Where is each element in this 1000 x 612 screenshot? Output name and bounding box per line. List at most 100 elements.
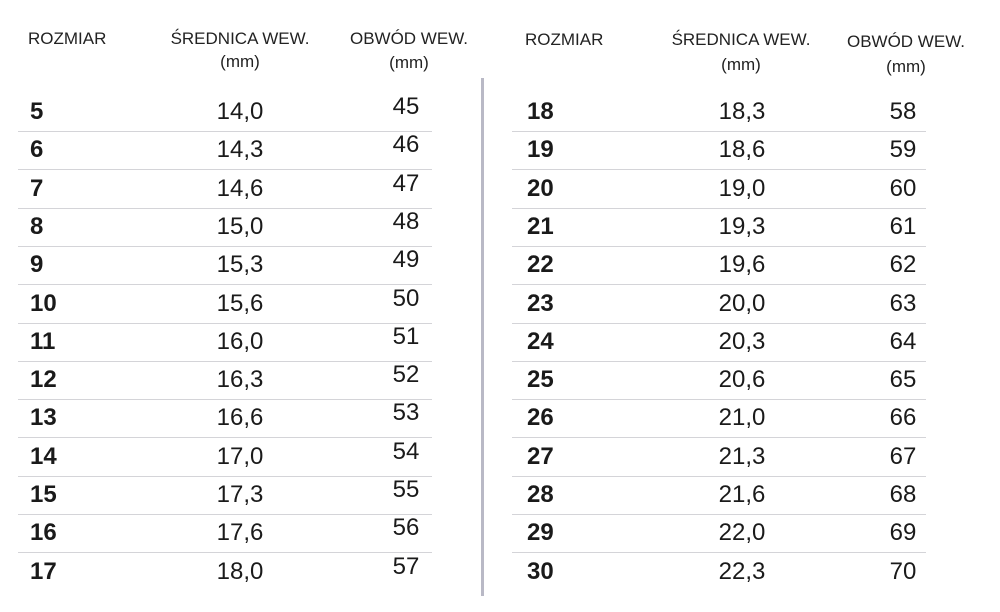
table-row: 27 21,3 67	[512, 438, 926, 477]
cell-diameter: 21,3	[718, 442, 766, 470]
cell-diameter: 14,6	[216, 174, 264, 202]
cell-size: 15	[30, 481, 57, 508]
cell-diameter: 19,0	[718, 174, 766, 202]
cell-circumference: 67	[889, 442, 917, 470]
cell-diameter: 19,3	[718, 212, 766, 240]
cell-circumference: 70	[889, 557, 917, 585]
cell-diameter: 22,0	[718, 519, 766, 547]
header-circumference-unit: (mm)	[886, 57, 926, 76]
cell-size: 29	[527, 519, 554, 547]
cell-diameter: 16,3	[216, 366, 264, 394]
cell-size: 23	[527, 289, 554, 317]
cell-circumference: 65	[889, 366, 917, 394]
cell-circumference: 50	[392, 284, 420, 312]
cell-size: 21	[527, 212, 554, 240]
cell-circumference: 69	[889, 519, 917, 547]
table-row: 28 21,6 68	[512, 476, 926, 515]
cell-size: 18	[527, 98, 554, 125]
cell-circumference: 45	[392, 93, 420, 120]
cell-circumference: 51	[392, 322, 420, 350]
cell-diameter: 21,6	[718, 481, 766, 508]
cell-size: 19	[527, 136, 554, 164]
cell-diameter: 18,3	[718, 98, 766, 125]
cell-size: 16	[30, 519, 57, 547]
cell-diameter: 17,0	[216, 442, 264, 470]
cell-size: 14	[30, 442, 57, 470]
cell-size: 20	[527, 174, 554, 202]
table-row: 23 20,0 63	[512, 285, 926, 324]
cell-size: 28	[527, 481, 554, 508]
cell-circumference: 57	[392, 552, 420, 580]
table-row: 14 17,0 54	[18, 438, 432, 477]
table-row: 10 15,6 50	[18, 285, 432, 324]
cell-circumference: 61	[889, 212, 917, 240]
header-circumference-unit: (mm)	[389, 53, 429, 72]
cell-circumference: 55	[392, 476, 420, 503]
table-row: 15 17,3 55	[18, 476, 432, 515]
header-diameter-unit: (mm)	[721, 55, 761, 74]
cell-circumference: 47	[392, 169, 420, 197]
cell-size: 11	[30, 327, 56, 355]
cell-circumference: 58	[889, 98, 917, 125]
cell-diameter: 16,6	[216, 404, 264, 432]
cell-diameter: 17,6	[216, 519, 264, 547]
cell-circumference: 49	[392, 246, 420, 274]
table-row: 18 18,3 58	[512, 93, 926, 132]
header-circumference: OBWÓD WEW.	[846, 32, 966, 51]
cell-circumference: 52	[392, 361, 420, 389]
cell-diameter: 22,3	[718, 557, 766, 585]
table-row: 30 22,3 70	[512, 553, 926, 591]
header-size: ROZMIAR	[525, 30, 604, 49]
cell-diameter: 18,6	[718, 136, 766, 164]
cell-size: 12	[30, 366, 57, 394]
cell-diameter: 15,0	[216, 212, 264, 240]
cell-circumference: 53	[392, 399, 420, 427]
cell-circumference: 54	[392, 437, 420, 465]
table-row: 24 20,3 64	[512, 323, 926, 362]
cell-size: 26	[527, 404, 554, 432]
header-diameter-unit: (mm)	[220, 52, 260, 71]
header-circumference: OBWÓD WEW.	[349, 29, 469, 48]
cell-circumference: 68	[889, 481, 917, 508]
cell-diameter: 18,0	[216, 557, 264, 585]
cell-size: 13	[30, 404, 57, 432]
cell-size: 30	[527, 557, 554, 585]
cell-diameter: 20,0	[718, 289, 766, 317]
cell-circumference: 63	[889, 289, 917, 317]
table-row: 25 20,6 65	[512, 361, 926, 401]
table-row: 26 21,0 66	[512, 399, 926, 439]
cell-size: 17	[30, 557, 57, 585]
cell-diameter: 21,0	[718, 404, 766, 432]
table-row: 7 14,6 47	[18, 170, 432, 209]
cell-diameter: 15,3	[216, 251, 264, 279]
table-row: 11 16,0 51	[18, 323, 432, 362]
cell-diameter: 17,3	[216, 481, 264, 508]
table-row: 22 19,6 62	[512, 246, 926, 286]
table-row: 17 18,0 57	[18, 553, 432, 591]
cell-size: 27	[527, 442, 554, 470]
cell-size: 9	[30, 251, 44, 279]
cell-circumference: 66	[889, 404, 917, 432]
cell-size: 7	[30, 174, 44, 202]
cell-diameter: 14,3	[216, 136, 264, 164]
table-row: 19 18,6 59	[512, 131, 926, 171]
cell-size: 25	[527, 366, 554, 394]
cell-size: 10	[30, 289, 57, 317]
table-row: 8 15,0 48	[18, 208, 432, 247]
cell-size: 6	[30, 136, 44, 164]
cell-circumference: 62	[889, 251, 917, 279]
header-diameter: ŚREDNICA WEW.	[671, 30, 811, 49]
header-diameter: ŚREDNICA WEW.	[170, 29, 310, 48]
cell-circumference: 60	[889, 174, 917, 202]
cell-circumference: 46	[392, 131, 420, 159]
cell-diameter: 20,3	[718, 327, 766, 355]
cell-diameter: 14,0	[216, 98, 264, 125]
table-row: 16 17,6 56	[18, 514, 432, 554]
header-size: ROZMIAR	[28, 29, 107, 48]
cell-circumference: 48	[392, 207, 420, 235]
table-row: 13 16,6 53	[18, 399, 432, 439]
cell-size: 5	[30, 98, 44, 125]
cell-diameter: 20,6	[718, 366, 766, 394]
cell-diameter: 19,6	[718, 251, 766, 279]
